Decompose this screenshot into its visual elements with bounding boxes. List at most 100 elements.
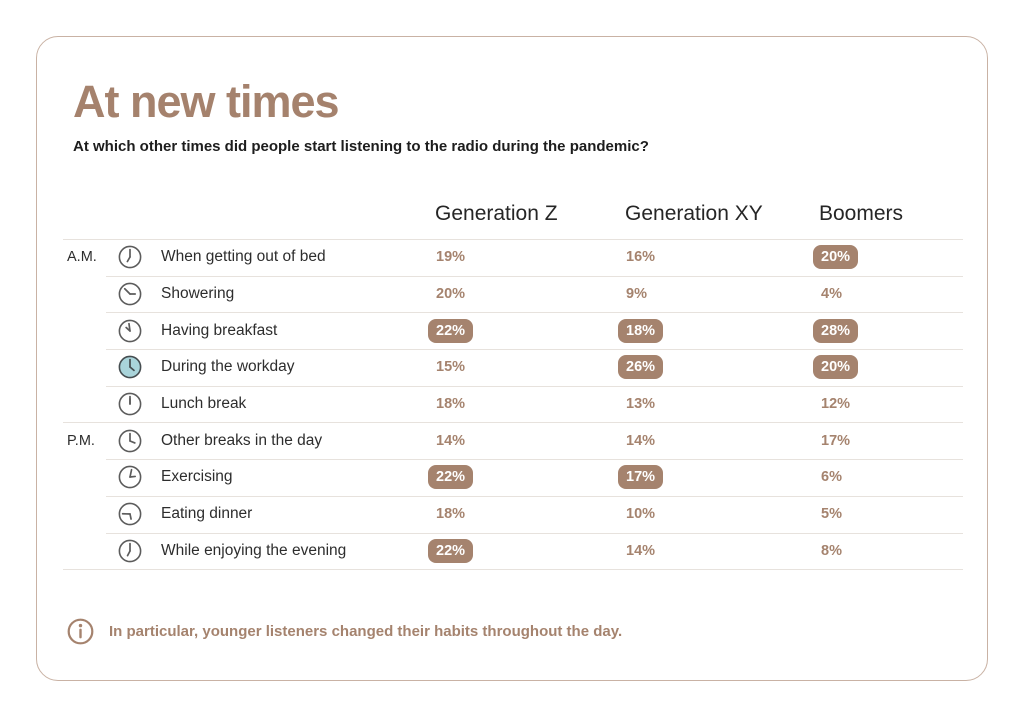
clock-icon — [118, 429, 142, 453]
value-cell: 12% — [821, 396, 850, 412]
clock-icon — [118, 245, 142, 269]
value-cell: 18% — [436, 396, 465, 412]
value-badge: 20% — [813, 245, 859, 270]
data-table: A.M. When getting out of bed 19% 16% 20% Show… — [63, 239, 963, 571]
value-badge: 28% — [813, 318, 859, 343]
value-text: 13% — [626, 396, 656, 413]
value-badge: 26% — [618, 355, 664, 380]
question-subtitle: At which other times did people start li… — [73, 138, 649, 155]
value-text: 14% — [436, 432, 466, 449]
value-cell: 22% — [428, 465, 474, 490]
activity-label: Lunch break — [161, 395, 247, 413]
value-text: 14% — [626, 432, 656, 449]
value-cell: 5% — [821, 506, 842, 522]
clock-icon — [118, 282, 142, 306]
value-text: 18% — [436, 396, 466, 413]
value-badge: 22% — [428, 318, 474, 343]
table-row: A.M. When getting out of bed 19% 16% 20% — [63, 239, 963, 276]
period-label: A.M. — [67, 249, 97, 266]
value-badge: 18% — [618, 318, 664, 343]
column-header-boomers: Boomers — [819, 202, 904, 225]
clock-icon — [118, 319, 142, 343]
value-cell: 16% — [626, 249, 655, 265]
value-badge: 22% — [428, 465, 474, 490]
value-text: 10% — [626, 506, 656, 523]
column-header-generation-xy: Generation XY — [625, 202, 763, 225]
value-cell: 15% — [436, 359, 465, 375]
value-text: 19% — [436, 249, 466, 266]
value-cell: 22% — [428, 318, 474, 343]
table-row: While enjoying the evening 22% 14% 8% — [63, 532, 963, 570]
value-cell: 13% — [626, 396, 655, 412]
value-text: 20% — [436, 286, 466, 303]
row-separator — [106, 349, 963, 351]
value-cell: 14% — [626, 543, 655, 559]
row-separator — [106, 385, 963, 387]
value-cell: 17% — [618, 465, 664, 490]
infographic-card: At new times At which other times did pe… — [36, 36, 988, 681]
value-cell: 20% — [813, 245, 859, 270]
value-badge: 20% — [813, 355, 859, 380]
activity-label: Having breakfast — [161, 321, 278, 339]
activity-label: Exercising — [161, 468, 233, 486]
value-badge: 22% — [428, 538, 474, 563]
footer-note: In particular, younger listeners changed… — [67, 618, 622, 645]
clock-icon — [118, 466, 142, 489]
clock-highlighted-icon — [118, 356, 142, 379]
value-text: 14% — [626, 542, 656, 559]
table-row: During the workday 15% 26% 20% — [63, 349, 963, 386]
value-cell: 18% — [436, 506, 465, 522]
value-text: 15% — [436, 359, 466, 376]
row-separator — [63, 422, 963, 424]
period-label: P.M. — [67, 432, 95, 449]
activity-label: Showering — [161, 285, 235, 303]
activity-label: During the workday — [161, 358, 295, 376]
value-text: 5% — [821, 506, 842, 523]
footer-text: In particular, younger listeners changed… — [109, 623, 623, 640]
value-cell: 26% — [618, 355, 664, 380]
value-cell: 4% — [821, 286, 842, 302]
value-text: 9% — [626, 286, 647, 303]
value-cell: 14% — [436, 433, 465, 449]
column-header-generation-z: Generation Z — [435, 202, 558, 225]
table-row: Showering 20% 9% 4% — [63, 275, 963, 313]
value-cell: 19% — [436, 249, 465, 265]
table-row: Having breakfast 22% 18% 28% — [63, 312, 963, 349]
value-text: 17% — [821, 432, 851, 449]
table-row: P.M. Other breaks in the day 14% 14% 17% — [63, 422, 963, 459]
row-separator — [106, 532, 963, 534]
value-cell: 6% — [821, 469, 842, 485]
value-cell: 17% — [821, 433, 850, 449]
value-cell: 14% — [626, 433, 655, 449]
activity-label: Eating dinner — [161, 505, 253, 523]
value-cell: 9% — [626, 286, 647, 302]
clock-icon — [118, 392, 142, 416]
value-text: 6% — [821, 469, 842, 486]
row-separator — [106, 495, 963, 497]
value-text: 16% — [626, 249, 656, 266]
page-title: At new times — [73, 76, 340, 127]
row-separator — [106, 459, 963, 461]
clock-icon — [118, 539, 142, 563]
clock-icon — [118, 502, 142, 526]
value-cell: 22% — [428, 538, 474, 563]
table-row: Exercising 22% 17% 6% — [63, 459, 963, 496]
row-separator — [63, 239, 963, 240]
row-separator — [106, 275, 963, 277]
value-badge: 17% — [618, 465, 664, 490]
value-text: 12% — [821, 396, 851, 413]
value-cell: 28% — [813, 318, 859, 343]
value-text: 8% — [821, 542, 842, 559]
activity-label: Other breaks in the day — [161, 431, 323, 449]
value-text: 18% — [436, 506, 466, 523]
row-separator — [106, 312, 963, 314]
value-cell: 10% — [626, 506, 655, 522]
table-row: Lunch break 18% 13% 12% — [63, 385, 963, 423]
value-cell: 20% — [813, 355, 859, 380]
value-cell: 18% — [618, 318, 664, 343]
value-text: 4% — [821, 286, 842, 303]
info-icon — [67, 618, 94, 645]
value-cell: 8% — [821, 543, 842, 559]
activity-label: When getting out of bed — [161, 248, 326, 266]
activity-label: While enjoying the evening — [161, 541, 347, 559]
